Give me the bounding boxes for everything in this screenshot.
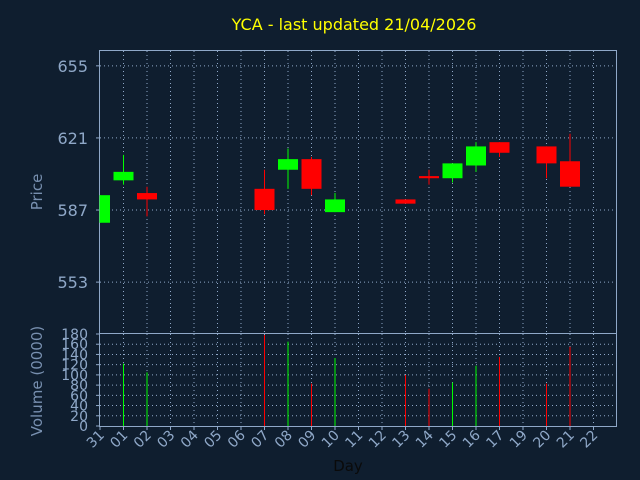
- x-tick-label: 03: [154, 428, 178, 452]
- x-tick-label: 14: [413, 427, 437, 451]
- candle-body: [254, 188, 275, 211]
- candle-14: [419, 169, 439, 185]
- x-axis-label: Day: [333, 457, 363, 475]
- x-tick-label: 22: [577, 428, 601, 452]
- candle-body: [137, 193, 157, 200]
- x-tick-label: 21: [554, 428, 578, 452]
- x-tick-label: 20: [530, 428, 554, 452]
- x-tick-label: 09: [295, 428, 319, 452]
- candle-body: [301, 159, 322, 189]
- volume-tick-label: 80: [70, 378, 88, 394]
- volume-grid: [100, 334, 616, 426]
- candle-15: [442, 163, 463, 183]
- candle-08: [278, 148, 298, 189]
- price-tick-label: 553: [57, 273, 88, 292]
- volume-tick-label: 20: [70, 409, 88, 425]
- candle-body: [325, 199, 345, 213]
- volume-panel-frame: [99, 333, 617, 427]
- price-grid: [100, 51, 616, 333]
- volume-tick-label: 0: [79, 419, 88, 435]
- candle-body: [278, 159, 298, 170]
- candle-body: [100, 195, 110, 223]
- x-tick-label: 17: [483, 428, 507, 452]
- volume-axis-label: Volume (0000): [28, 326, 46, 436]
- x-tick-label: 15: [436, 428, 460, 452]
- volume-tick-label: 60: [70, 388, 88, 404]
- price-tick-label: 587: [57, 201, 88, 220]
- candle-10: [325, 193, 345, 213]
- volume-tick-label: 40: [70, 399, 88, 415]
- x-tick-label: 01: [107, 428, 131, 452]
- candle-body: [113, 171, 134, 181]
- x-tick-label: 10: [319, 428, 343, 452]
- candle-body: [442, 163, 463, 179]
- x-axis-ticks: 31 01 02 03 04 05 06 07 08 09 10 11 12 13 14 15 16 17 19 20…: [84, 426, 601, 451]
- candle-body: [395, 199, 416, 204]
- x-tick-label: 13: [389, 428, 413, 452]
- candle-body: [536, 146, 557, 164]
- x-tick-label: 07: [248, 428, 272, 452]
- volume-tick-label: 120: [61, 358, 88, 374]
- price-axis-label: Price: [28, 174, 46, 211]
- volume-tick-label: 180: [61, 327, 88, 343]
- candles: [99, 133, 580, 223]
- x-tick-label: 08: [272, 428, 296, 452]
- chart-title: YCA - last updated 21/04/2026: [231, 15, 477, 34]
- price-tick-label: 621: [57, 129, 88, 148]
- price-tick-label: 655: [57, 57, 88, 76]
- x-tick-label: 19: [507, 428, 531, 452]
- volume-tick-label: 100: [61, 368, 88, 384]
- candle-21: [560, 133, 580, 187]
- candle-09: [301, 157, 322, 196]
- candle-body: [466, 146, 486, 166]
- candle-body: [560, 161, 580, 187]
- x-tick-label: 16: [460, 427, 484, 451]
- candle-20: [536, 146, 557, 179]
- candle-16: [466, 142, 486, 172]
- candle-07: [254, 169, 275, 215]
- volume-tick-label: 140: [61, 347, 88, 363]
- candle-body: [489, 142, 510, 153]
- x-tick-label: 06: [225, 427, 249, 451]
- price-axis-ticks: 553 587 621 655: [57, 57, 100, 292]
- candle-body: [419, 176, 439, 179]
- candle-01: [113, 154, 134, 185]
- candle-02: [137, 186, 157, 217]
- x-tick-label: 04: [178, 427, 202, 451]
- volume-bars: [123, 335, 571, 426]
- volume-tick-label: 160: [61, 337, 88, 353]
- candle-31: [99, 195, 110, 223]
- x-tick-label: 11: [342, 428, 366, 452]
- candle-17: [489, 142, 510, 158]
- x-tick-label: 12: [366, 428, 390, 452]
- x-tick-label: 02: [131, 428, 155, 452]
- candle-13: [395, 199, 416, 204]
- x-tick-label: 05: [201, 428, 225, 452]
